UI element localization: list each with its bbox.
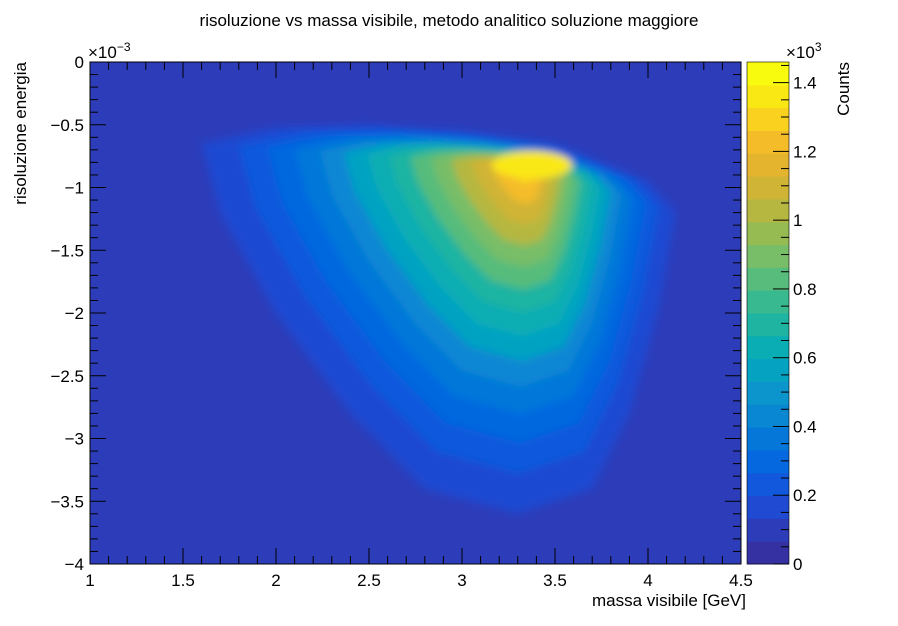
color-bar-ticks: 0 0.2 0.4 0.6 0.8 1 1.2 1.4	[773, 64, 817, 574]
z-axis-exponent: ×103	[786, 40, 822, 62]
x-tick-label: 2.5	[357, 571, 381, 590]
color-bar-band	[747, 541, 789, 565]
color-bar-band	[747, 449, 789, 474]
z-tick-label: 0	[793, 555, 802, 574]
y-axis-title: risoluzione energia	[11, 61, 30, 204]
x-axis-ticks: 1 1.5 2 2.5 3 3.5 4 4.5	[85, 62, 753, 590]
color-bar-frame	[746, 61, 790, 565]
color-bar-band	[747, 244, 789, 268]
y-tick-label: −3.5	[50, 492, 84, 511]
y-tick-label: −0.5	[50, 116, 84, 135]
z-tick-label: 0.8	[793, 280, 817, 299]
y-tick-label: −1	[65, 179, 84, 198]
z-tick-label: 0.6	[793, 349, 817, 368]
color-bar-band	[747, 358, 789, 382]
y-axis-ticks: 0 −0.5 −1 −1.5 −2 −2.5 −3 −3.5 −4	[50, 53, 741, 574]
color-bar-band	[747, 290, 789, 314]
x-tick-label: 1.5	[171, 571, 195, 590]
z-exponent-power: 3	[815, 40, 822, 54]
z-tick-label: 1	[793, 211, 802, 230]
color-bar-band	[747, 427, 789, 451]
color-bar-band	[747, 267, 789, 291]
color-bar-band	[747, 518, 789, 542]
color-bar-band	[747, 495, 789, 519]
y-exponent-base: ×10	[88, 43, 117, 62]
color-bar	[747, 62, 789, 565]
color-bar-band	[747, 84, 789, 109]
z-tick-label: 1.2	[793, 142, 817, 161]
color-bar-band	[747, 221, 789, 246]
density-layers	[201, 124, 676, 514]
y-exponent-power: −3	[117, 40, 131, 54]
color-bar-band	[747, 176, 789, 200]
z-tick-label: 0.4	[793, 417, 817, 436]
color-bar-band	[747, 62, 789, 86]
color-bar-band	[747, 107, 789, 131]
chart-title: risoluzione vs massa visibile, metodo an…	[200, 11, 699, 30]
y-tick-label: −3	[65, 430, 84, 449]
density-peak	[492, 150, 573, 179]
color-bar-band	[747, 335, 789, 360]
x-tick-label: 3.5	[543, 571, 567, 590]
color-bar-band	[747, 153, 789, 177]
x-tick-label: 4.5	[729, 571, 753, 590]
color-bar-band	[747, 472, 789, 497]
z-tick-label: 1.4	[793, 74, 817, 93]
color-bar-band	[747, 381, 789, 405]
color-bar-band	[747, 404, 789, 428]
color-bar-band	[747, 313, 789, 337]
x-tick-label: 2	[271, 571, 280, 590]
y-tick-label: −4	[65, 555, 84, 574]
y-axis-exponent: ×10−3	[88, 40, 131, 62]
x-tick-label: 4	[643, 571, 652, 590]
z-axis-title: Counts	[834, 62, 853, 116]
z-tick-label: 0.2	[793, 486, 817, 505]
y-tick-label: −2.5	[50, 367, 84, 386]
z-exponent-base: ×10	[786, 43, 815, 62]
x-tick-label: 3	[457, 571, 466, 590]
x-axis-title: massa visibile [GeV]	[592, 591, 746, 610]
y-tick-label: 0	[75, 53, 84, 72]
color-bar-band	[747, 130, 789, 154]
y-tick-label: −1.5	[50, 241, 84, 260]
x-tick-label: 1	[85, 571, 94, 590]
color-bar-band	[747, 198, 789, 223]
y-tick-label: −2	[65, 304, 84, 323]
